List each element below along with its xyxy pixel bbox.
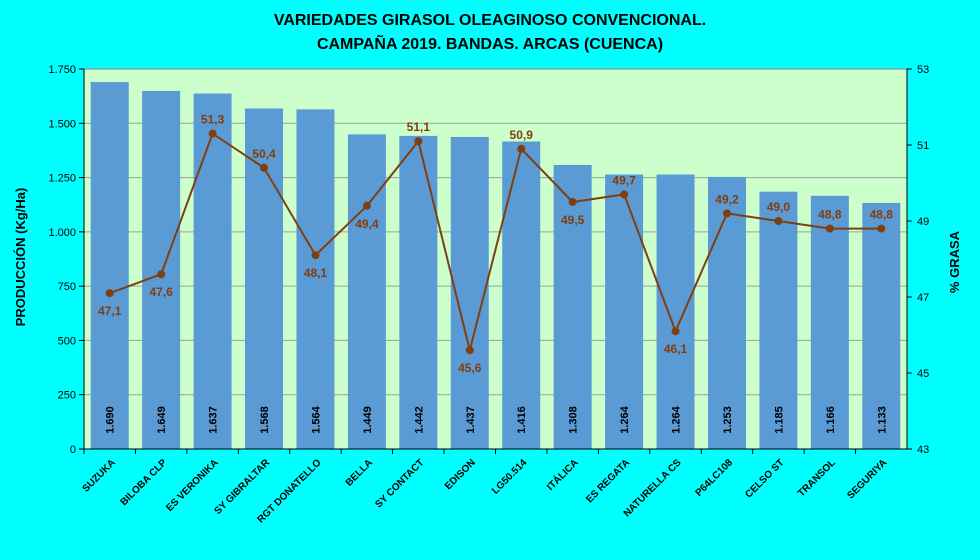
- grasa-point: [774, 217, 783, 225]
- grasa-point-label: 51,3: [201, 113, 225, 127]
- bar-value-label: 1.166: [825, 406, 837, 434]
- bar: [90, 82, 129, 450]
- grasa-point: [620, 190, 629, 199]
- grasa-point-label: 47,1: [98, 304, 122, 318]
- bar-value-label: 1.264: [671, 405, 683, 433]
- grasa-point-label: 45,6: [458, 361, 482, 375]
- grasa-point: [260, 163, 269, 172]
- y-tick-label: 1.000: [48, 227, 76, 239]
- bar: [296, 109, 335, 449]
- bar-value-label: 1.264: [619, 405, 631, 433]
- grasa-point-label: 48,8: [818, 208, 842, 222]
- bar-value-label: 1.649: [156, 406, 168, 434]
- grasa-point: [517, 144, 526, 153]
- grasa-point: [722, 209, 731, 218]
- bar: [193, 93, 232, 449]
- grasa-point-label: 49,4: [355, 217, 379, 231]
- grasa-point-label: 49,5: [561, 213, 585, 227]
- bar-value-label: 1.133: [876, 406, 888, 434]
- y2-tick-label: 43: [917, 444, 929, 456]
- grasa-point: [362, 201, 371, 210]
- grasa-point-label: 47,6: [149, 285, 173, 299]
- bar-value-label: 1.185: [773, 406, 785, 434]
- grasa-point-label: 50,4: [252, 147, 276, 161]
- bar: [347, 134, 386, 450]
- grasa-point: [568, 198, 577, 206]
- y-axis-title: PRODUCCIÓN (Kg/Ha): [13, 188, 28, 327]
- bar: [450, 136, 489, 450]
- y2-axis-title: % GRASA: [947, 230, 962, 293]
- grasa-line: [109, 132, 882, 351]
- grasa-point-label: 49,0: [767, 200, 791, 214]
- grasa-point-label: 49,2: [715, 192, 739, 206]
- grasa-point-label: 48,8: [870, 208, 894, 222]
- y-tick-label: 1.500: [48, 118, 76, 130]
- bar: [553, 164, 592, 449]
- bar: [810, 195, 849, 449]
- grasa-point-label: 50,9: [510, 128, 534, 142]
- y-tick-label: 1.250: [48, 173, 76, 185]
- y-tick-label: 0: [70, 444, 76, 456]
- y2-tick-label: 53: [917, 64, 929, 76]
- y2-tick-label: 49: [917, 216, 929, 228]
- y-tick-label: 250: [58, 390, 76, 402]
- chart-title: VARIEDADES GIRASOL OLEAGINOSO CONVENCION…: [274, 12, 706, 29]
- y-tick-label: 750: [58, 281, 76, 293]
- grasa-point-label: 51,1: [407, 120, 431, 134]
- grasa-point: [877, 224, 886, 233]
- grasa-point: [465, 346, 474, 355]
- grasa-point: [208, 129, 217, 138]
- bar-value-label: 1.437: [465, 406, 477, 434]
- grasa-point: [825, 224, 834, 233]
- bar: [399, 135, 438, 449]
- grasa-point: [671, 327, 680, 336]
- bar-value-label: 1.568: [259, 406, 271, 434]
- y2-tick-label: 51: [917, 140, 929, 152]
- bar-value-label: 1.449: [362, 406, 374, 434]
- bar: [862, 202, 901, 449]
- bar-value-label: 1.637: [208, 406, 220, 434]
- grasa-point: [414, 137, 423, 146]
- y2-tick-label: 47: [917, 292, 929, 304]
- plot-area: 0 250 500 750 1.000 1.250 1.500 1.750 43 45 47 49 51…: [48, 64, 929, 525]
- y2-tick-label: 45: [917, 368, 929, 380]
- bar-value-label: 1.308: [568, 406, 580, 434]
- bar: [707, 176, 746, 450]
- chart-subtitle: CAMPAÑA 2019. BANDAS. ARCAS (CUENCA): [317, 33, 663, 53]
- grasa-point: [311, 251, 320, 260]
- bar-value-label: 1.416: [516, 406, 528, 434]
- bar: [605, 174, 644, 449]
- bar: [759, 191, 798, 449]
- grasa-point: [157, 270, 166, 279]
- y-tick-label: 500: [58, 335, 76, 347]
- y-tick-label: 1.750: [48, 64, 76, 76]
- bar-value-label: 1.690: [105, 406, 117, 434]
- grasa-point: [105, 289, 114, 298]
- bar: [142, 90, 181, 449]
- grasa-point-label: 48,1: [304, 266, 328, 280]
- bar: [656, 174, 695, 449]
- bar: [502, 141, 541, 450]
- grasa-point-label: 49,7: [612, 173, 636, 187]
- bar-value-label: 1.253: [722, 406, 734, 434]
- grasa-point-label: 46,1: [664, 342, 688, 356]
- bar-value-label: 1.442: [413, 406, 425, 434]
- bar-value-label: 1.564: [310, 405, 322, 433]
